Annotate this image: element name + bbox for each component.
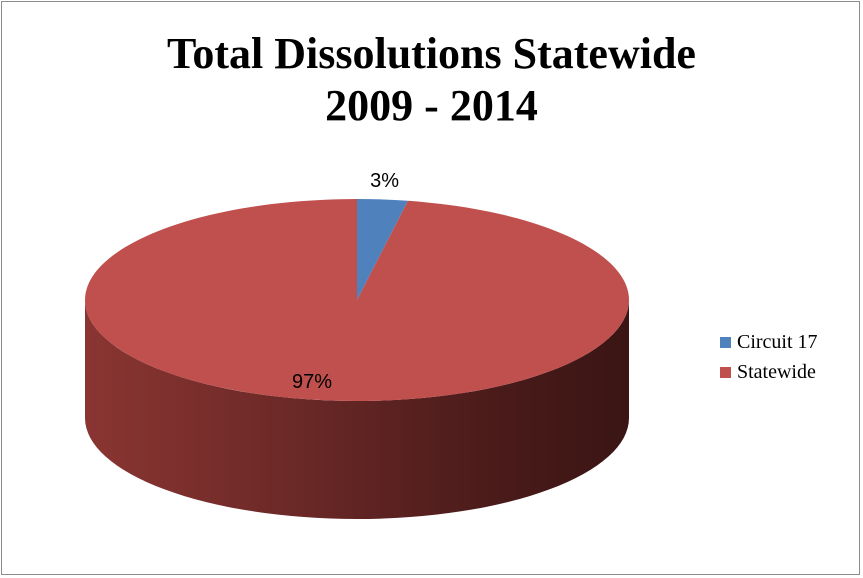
chart-title: Total Dissolutions Statewide <box>167 29 696 78</box>
legend-label-statewide: Statewide <box>737 360 816 383</box>
legend-swatch-circuit-17 <box>720 336 731 348</box>
legend-item-circuit-17: Circuit 17 <box>720 327 818 357</box>
data-label-statewide: 97% <box>292 371 332 393</box>
data-label-circuit-17: 3% <box>370 170 399 192</box>
legend: Circuit 17 Statewide <box>720 327 818 387</box>
chart-title-block: Total Dissolutions Statewide 2009 - 2014 <box>0 28 863 132</box>
legend-item-statewide: Statewide <box>720 357 818 387</box>
legend-swatch-statewide <box>720 366 731 378</box>
pie-side-wall <box>85 300 629 519</box>
slice-circuit-17[interactable] <box>357 199 408 300</box>
chart-subtitle: 2009 - 2014 <box>325 81 538 130</box>
legend-label-circuit-17: Circuit 17 <box>737 330 818 353</box>
slice-statewide[interactable] <box>85 199 630 401</box>
